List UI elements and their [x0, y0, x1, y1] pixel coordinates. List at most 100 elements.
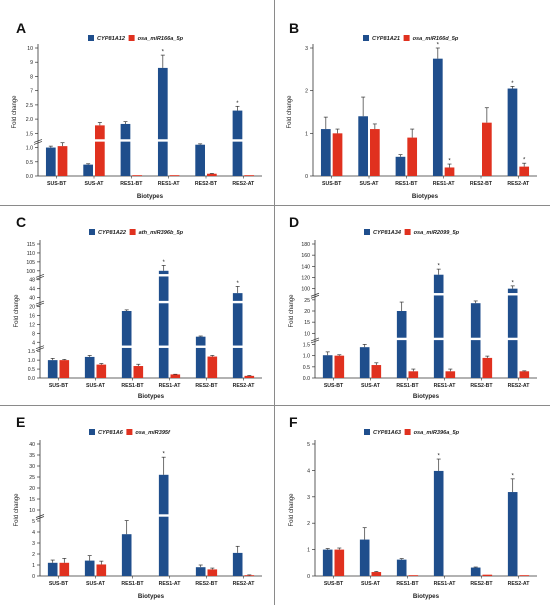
y-axis-label: Fold change	[12, 95, 18, 129]
chart-svg: 0 1 2 3 4 5 10 15 20 25 30 35 40 Fold change Biotypes C…	[14, 429, 262, 600]
bar-break-band	[158, 300, 169, 304]
y-axis-label: Fold change	[289, 294, 295, 328]
y-tick-label: 1.0	[303, 354, 310, 360]
x-axis-label: Biotypes	[138, 393, 165, 400]
x-tick-label: RES1-BT	[121, 383, 144, 389]
axis-break-mark	[35, 347, 45, 352]
y-tick-label: 20	[29, 305, 35, 311]
bar-break-band	[158, 274, 169, 277]
bar-break-band	[396, 337, 407, 341]
bar-gene	[433, 470, 444, 576]
x-tick-label: SUS-BT	[324, 383, 344, 389]
legend-swatch	[89, 429, 95, 435]
chart-svg: 0.00.51.01.548121620404448100105110115Fo…	[14, 229, 262, 400]
y-tick-label: 16	[29, 313, 35, 319]
y-tick-label: 10	[29, 508, 35, 514]
bar-break-band	[94, 139, 106, 142]
chart-panel-c: C 0.0 0.5 1.0 1.5 4 8 12 16 20 40 44 48 100 105 110 115…	[0, 206, 274, 405]
y-tick-label: 1	[305, 131, 308, 137]
bar-mirna	[133, 366, 144, 378]
y-tick-label: 105	[26, 260, 35, 266]
x-tick-label: RES1-BT	[396, 581, 419, 587]
bar-mirna	[169, 175, 180, 176]
bar-mirna	[132, 175, 143, 176]
bar-mirna	[244, 575, 255, 576]
y-tick-label: 8	[30, 74, 33, 80]
bar-break-band	[433, 293, 444, 296]
bar-mirna	[59, 562, 70, 576]
x-tick-label: RES1-AT	[433, 181, 456, 187]
bar-mirna	[96, 564, 107, 576]
bar-break-band	[158, 514, 169, 517]
y-tick-label: 180	[301, 242, 310, 248]
y-tick-label: 2	[32, 552, 35, 558]
y-tick-label: 160	[301, 253, 310, 259]
y-tick-label: 15	[29, 497, 35, 503]
bar-gene	[47, 562, 58, 576]
bar-gene	[396, 311, 407, 378]
x-tick-label: SUS-BT	[322, 181, 342, 187]
bar-mirna	[444, 167, 455, 176]
y-tick-label: 25	[29, 475, 35, 481]
bar-gene	[121, 534, 132, 576]
y-tick-label: 2.5	[26, 103, 33, 109]
y-tick-label: 30	[29, 464, 35, 470]
bar-mirna	[482, 357, 493, 378]
bar-gene	[195, 567, 206, 576]
x-tick-label: RES1-BT	[120, 181, 143, 187]
y-tick-label: 8	[32, 331, 35, 337]
bar-mirna	[445, 371, 456, 378]
bar-break-band	[507, 337, 518, 341]
x-tick-label: RES2-BT	[470, 181, 493, 187]
bar-gene	[470, 303, 481, 378]
x-tick-label: RES1-BT	[395, 181, 418, 187]
x-tick-label: SUS-BT	[324, 581, 344, 587]
legend-label: CYP81A63	[373, 430, 402, 436]
x-tick-label: RES2-AT	[233, 581, 256, 587]
bar-gene	[45, 147, 56, 176]
y-tick-label: 0.5	[28, 367, 35, 373]
x-tick-label: SUS-BT	[49, 581, 69, 587]
y-tick-label: 40	[29, 296, 35, 302]
horizontal-divider-top	[0, 205, 550, 206]
bar-mirna	[519, 575, 530, 576]
bar-mirna	[207, 569, 218, 576]
y-tick-label: 25	[304, 298, 310, 304]
y-tick-label: 0.5	[303, 365, 310, 371]
bar-gene	[47, 360, 58, 378]
bar-mirna	[332, 133, 343, 176]
x-tick-label: RES1-AT	[159, 383, 182, 389]
axis-break-mark	[33, 141, 43, 145]
bar-gene	[433, 274, 444, 378]
bar-gene	[320, 129, 331, 176]
bar-mirna	[408, 575, 419, 576]
y-tick-label: 0	[307, 574, 310, 580]
y-tick-label: 20	[29, 486, 35, 492]
bar-mirna	[207, 173, 217, 176]
axis-break-mark	[310, 339, 320, 344]
y-tick-label: 4	[32, 530, 35, 536]
bar-gene	[470, 567, 481, 576]
y-tick-label: 44	[29, 287, 35, 293]
y-tick-label: 100	[26, 269, 35, 275]
x-tick-label: RES2-BT	[470, 383, 493, 389]
y-tick-label: 0.0	[303, 376, 310, 382]
x-tick-label: SUS-AT	[361, 383, 381, 389]
bar-gene	[84, 560, 95, 576]
bar-gene	[395, 156, 406, 176]
bar-break-band	[121, 345, 132, 348]
x-axis-label: Biotypes	[138, 593, 165, 600]
significance-star: *	[237, 281, 240, 287]
significance-star: *	[163, 260, 166, 266]
bar-break-band	[470, 337, 481, 341]
y-tick-label: 2.0	[26, 117, 33, 123]
bar-mirna	[370, 129, 380, 176]
bar-break-band	[232, 139, 243, 142]
legend-label: osa_miR395f	[135, 430, 171, 436]
chart-panel-f: F 0 1 2 3 4 5 Fold change Biotypes CYP81A63 osa_m…	[275, 406, 550, 605]
y-tick-label: 10	[27, 46, 33, 52]
y-tick-label: 0.0	[28, 376, 35, 382]
bar-mirna	[407, 137, 418, 176]
y-tick-label: 0.5	[26, 160, 33, 166]
bar-gene	[322, 549, 333, 576]
